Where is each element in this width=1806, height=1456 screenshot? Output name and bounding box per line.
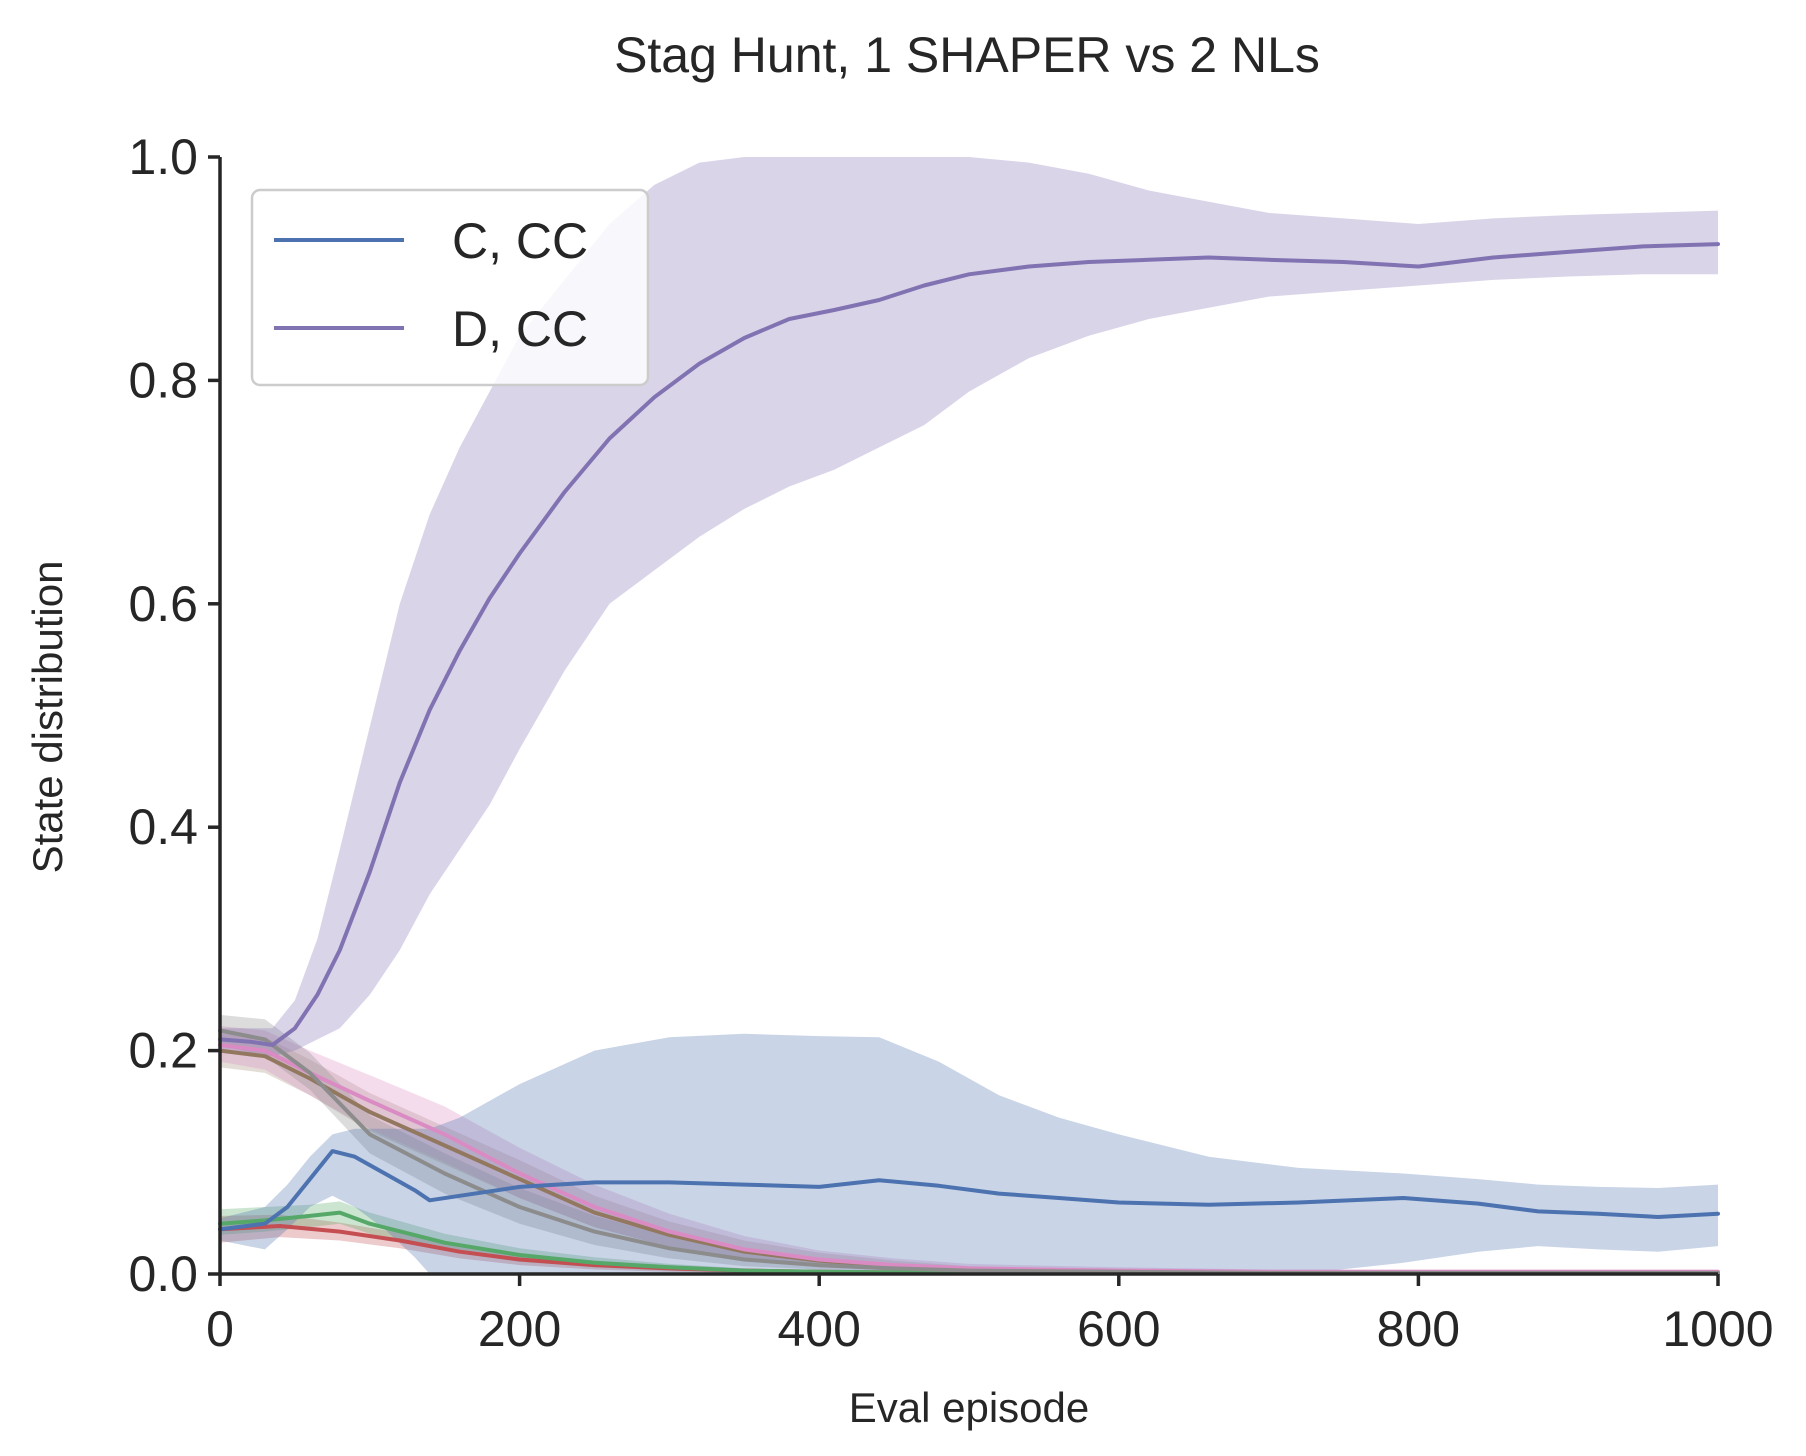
y-tick-label: 0.2 bbox=[128, 1023, 198, 1079]
y-tick-label: 0.6 bbox=[128, 576, 198, 632]
y-ticks: 0.0 0.2 0.4 0.6 0.8 1.0 bbox=[128, 129, 220, 1302]
axes bbox=[218, 157, 1718, 1276]
x-tick-label: 1000 bbox=[1662, 1301, 1773, 1357]
legend: C, CC D, CC bbox=[250, 188, 650, 387]
x-tick-label: 400 bbox=[777, 1301, 860, 1357]
line-d-cc bbox=[218, 242, 1720, 1047]
legend-label-c-cc: C, CC bbox=[452, 213, 588, 269]
y-tick-label: 0.4 bbox=[128, 799, 198, 855]
x-tick-label: 800 bbox=[1377, 1301, 1460, 1357]
x-axis-label: Eval episode bbox=[849, 1384, 1090, 1431]
band-c-cc bbox=[220, 1033, 1718, 1274]
legend-frame bbox=[250, 188, 650, 387]
y-tick-label: 0.8 bbox=[128, 352, 198, 408]
y-tick-label: 0.0 bbox=[128, 1246, 198, 1302]
y-tick-label: 1.0 bbox=[128, 129, 198, 185]
chart-title: Stag Hunt, 1 SHAPER vs 2 NLs bbox=[614, 27, 1320, 83]
legend-label-d-cc: D, CC bbox=[452, 301, 588, 357]
y-axis-label: State distribution bbox=[24, 561, 71, 874]
x-tick-label: 0 bbox=[206, 1301, 234, 1357]
x-tick-label: 600 bbox=[1077, 1301, 1160, 1357]
x-ticks: 0 200 400 600 800 1000 bbox=[206, 1274, 1774, 1357]
x-tick-label: 200 bbox=[478, 1301, 561, 1357]
line-c-cc bbox=[218, 1149, 1720, 1232]
